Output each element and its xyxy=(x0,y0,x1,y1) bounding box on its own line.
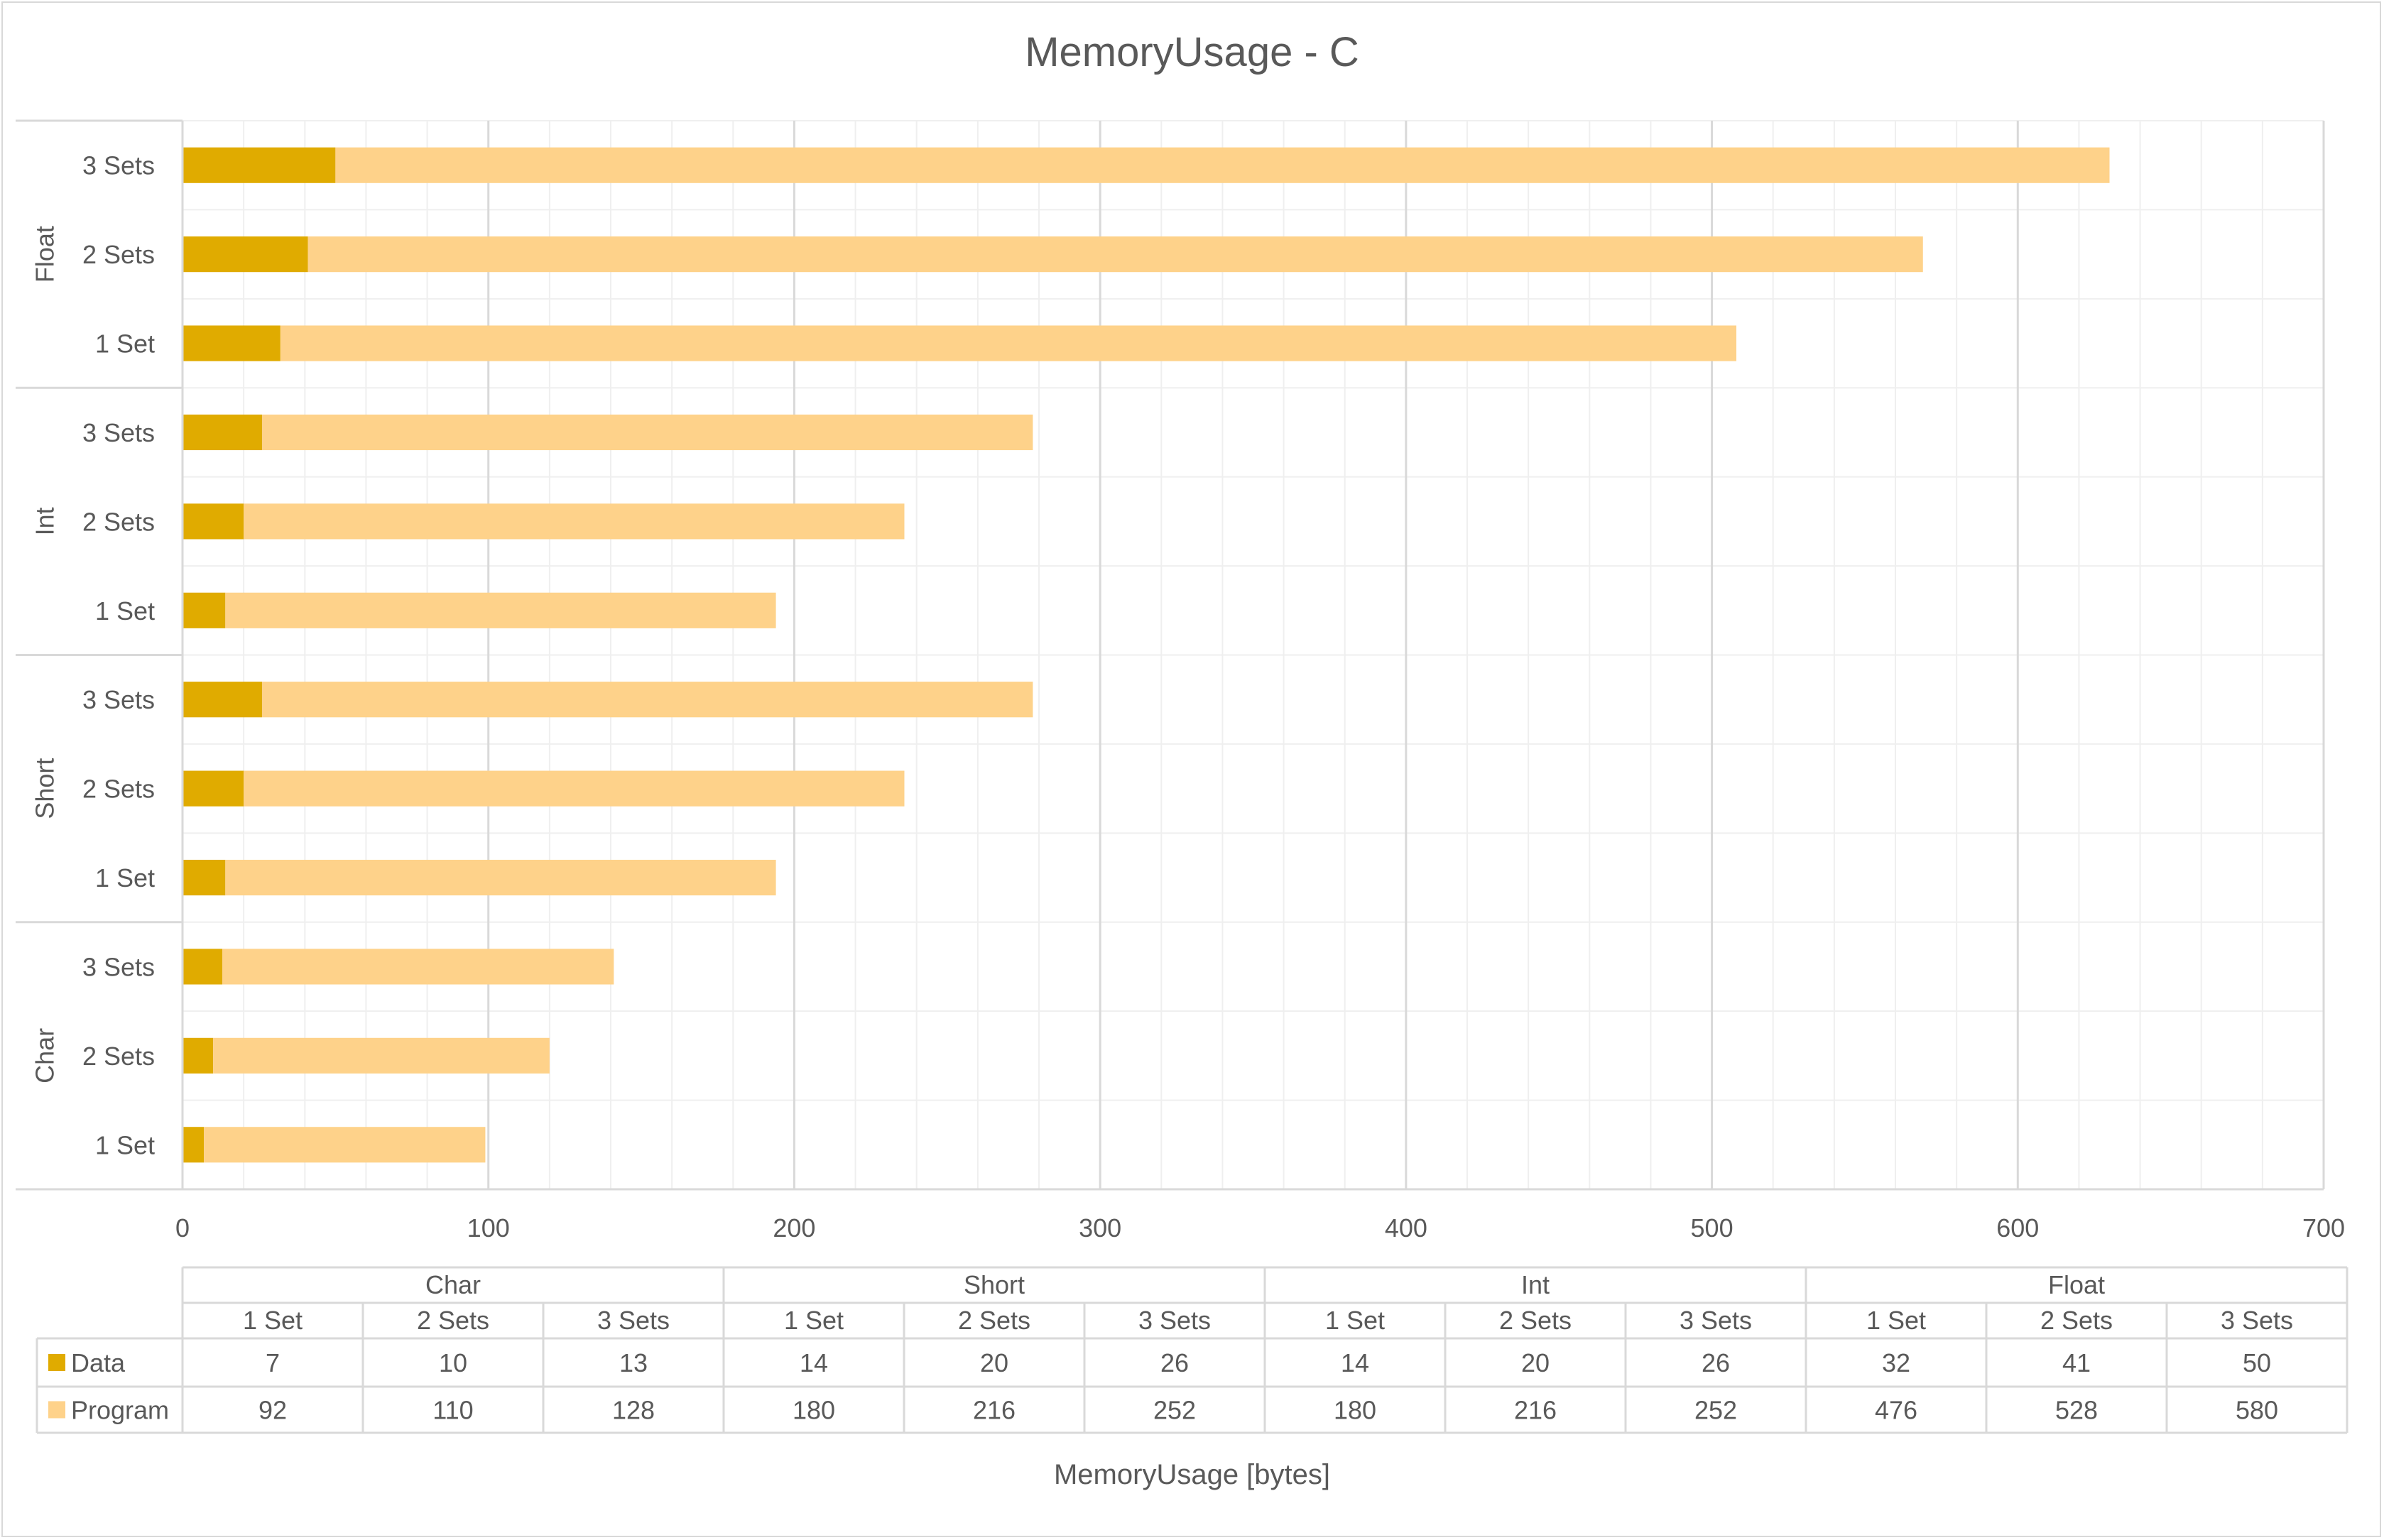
table-value-data: 20 xyxy=(1521,1348,1550,1377)
bar-data-float-1-set xyxy=(183,325,281,361)
x-tick-label: 200 xyxy=(773,1213,815,1243)
table-value-data: 26 xyxy=(1160,1348,1189,1377)
bar-data-short-3-sets xyxy=(183,682,262,718)
x-axis-title: MemoryUsage [bytes] xyxy=(1053,1459,1331,1490)
x-tick-label: 0 xyxy=(175,1213,190,1243)
x-tick-label: 100 xyxy=(467,1213,510,1243)
category-label: 1 Set xyxy=(95,1130,155,1159)
table-col-header: 1 Set xyxy=(1866,1306,1926,1335)
group-label: Float xyxy=(31,226,60,283)
category-label: 3 Sets xyxy=(82,952,155,981)
table-group-header: Short xyxy=(964,1270,1025,1299)
group-label: Int xyxy=(31,507,60,535)
category-label: 3 Sets xyxy=(82,151,155,180)
table-col-header: 3 Sets xyxy=(1680,1306,1752,1335)
category-label: 1 Set xyxy=(95,329,155,359)
bar-data-int-2-sets xyxy=(183,503,244,540)
bar-data-int-3-sets xyxy=(183,414,262,451)
table-col-header: 1 Set xyxy=(784,1306,844,1335)
x-tick-label: 400 xyxy=(1385,1213,1427,1243)
table-value-program: 252 xyxy=(1694,1396,1737,1425)
category-label: 2 Sets xyxy=(82,1042,155,1071)
table-col-header: 1 Set xyxy=(243,1306,303,1335)
table-value-data: 14 xyxy=(1341,1348,1369,1377)
x-tick-label: 300 xyxy=(1079,1213,1121,1243)
bar-data-char-3-sets xyxy=(183,949,222,985)
group-label: Char xyxy=(31,1028,60,1083)
table-col-header: 1 Set xyxy=(1325,1306,1385,1335)
table-value-data: 7 xyxy=(266,1348,280,1377)
bar-program-int-2-sets xyxy=(244,503,905,540)
table-value-data: 13 xyxy=(619,1348,648,1377)
category-label: 3 Sets xyxy=(82,418,155,447)
table-group-header: Float xyxy=(2048,1270,2105,1299)
bar-data-char-2-sets xyxy=(183,1037,214,1074)
legend-key-program xyxy=(48,1401,65,1419)
bar-program-char-3-sets xyxy=(222,949,614,985)
category-label: 3 Sets xyxy=(82,685,155,714)
bar-program-short-1-set xyxy=(225,859,776,896)
table-value-data: 14 xyxy=(800,1348,828,1377)
table-group-header: Int xyxy=(1521,1270,1550,1299)
chart-title: MemoryUsage - C xyxy=(1025,29,1359,75)
table-value-program: 528 xyxy=(2055,1396,2098,1425)
category-label: 2 Sets xyxy=(82,775,155,804)
table-value-program: 580 xyxy=(2236,1396,2278,1425)
table-value-program: 92 xyxy=(258,1396,287,1425)
category-label: 1 Set xyxy=(95,863,155,892)
table-col-header: 3 Sets xyxy=(1138,1306,1211,1335)
table-col-header: 2 Sets xyxy=(417,1306,489,1335)
bar-program-float-1-set xyxy=(280,325,1737,361)
category-label: 2 Sets xyxy=(82,240,155,269)
table-value-data: 10 xyxy=(439,1348,467,1377)
table-value-data: 26 xyxy=(1702,1348,1730,1377)
table-group-header: Char xyxy=(425,1270,481,1299)
table-value-program: 110 xyxy=(432,1396,473,1425)
table-col-header: 3 Sets xyxy=(597,1306,670,1335)
x-tick-label: 500 xyxy=(1691,1213,1733,1243)
bar-program-short-3-sets xyxy=(261,682,1033,718)
legend-label-data: Data xyxy=(71,1348,126,1377)
bar-data-short-2-sets xyxy=(183,770,244,807)
table-value-program: 216 xyxy=(973,1396,1016,1425)
category-label: 1 Set xyxy=(95,596,155,626)
bar-program-float-2-sets xyxy=(307,236,1923,273)
table-value-program: 476 xyxy=(1875,1396,1917,1425)
bar-program-float-3-sets xyxy=(335,147,2110,183)
table-value-program: 252 xyxy=(1153,1396,1196,1425)
table-value-data: 50 xyxy=(2243,1348,2271,1377)
bar-data-int-1-set xyxy=(183,592,226,628)
table-value-program: 180 xyxy=(1334,1396,1376,1425)
table-col-header: 2 Sets xyxy=(1499,1306,1572,1335)
table-value-program: 128 xyxy=(612,1396,655,1425)
bar-program-int-3-sets xyxy=(261,414,1033,451)
bar-data-short-1-set xyxy=(183,859,226,896)
group-label: Short xyxy=(31,758,60,819)
bar-data-float-2-sets xyxy=(183,236,308,273)
table-value-program: 180 xyxy=(793,1396,835,1425)
table-value-data: 20 xyxy=(980,1348,1008,1377)
bar-data-char-1-set xyxy=(183,1127,205,1163)
legend-label-program: Program xyxy=(71,1396,169,1425)
x-tick-label: 600 xyxy=(1996,1213,2039,1243)
table-value-program: 216 xyxy=(1514,1396,1557,1425)
legend-key-data xyxy=(48,1354,65,1371)
table-col-header: 2 Sets xyxy=(958,1306,1030,1335)
bar-program-int-1-set xyxy=(225,592,776,628)
x-tick-label: 700 xyxy=(2302,1213,2345,1243)
table-value-data: 32 xyxy=(1882,1348,1910,1377)
category-label: 2 Sets xyxy=(82,507,155,536)
table-col-header: 2 Sets xyxy=(2040,1306,2113,1335)
bar-program-char-1-set xyxy=(204,1127,486,1163)
bar-program-short-2-sets xyxy=(244,770,905,807)
table-col-header: 3 Sets xyxy=(2221,1306,2293,1335)
table-value-data: 41 xyxy=(2062,1348,2091,1377)
bar-program-char-2-sets xyxy=(213,1037,550,1074)
bar-data-float-3-sets xyxy=(183,147,336,183)
